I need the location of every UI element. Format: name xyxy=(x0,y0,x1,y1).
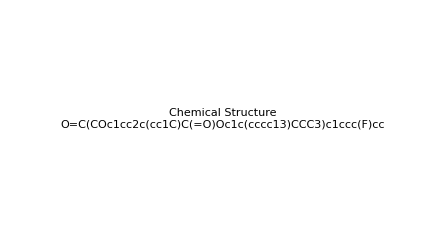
Text: Chemical Structure
O=C(COc1cc2c(cc1C)C(=O)Oc1c(cccc13)CCC3)c1ccc(F)cc: Chemical Structure O=C(COc1cc2c(cc1C)C(=… xyxy=(61,108,385,130)
